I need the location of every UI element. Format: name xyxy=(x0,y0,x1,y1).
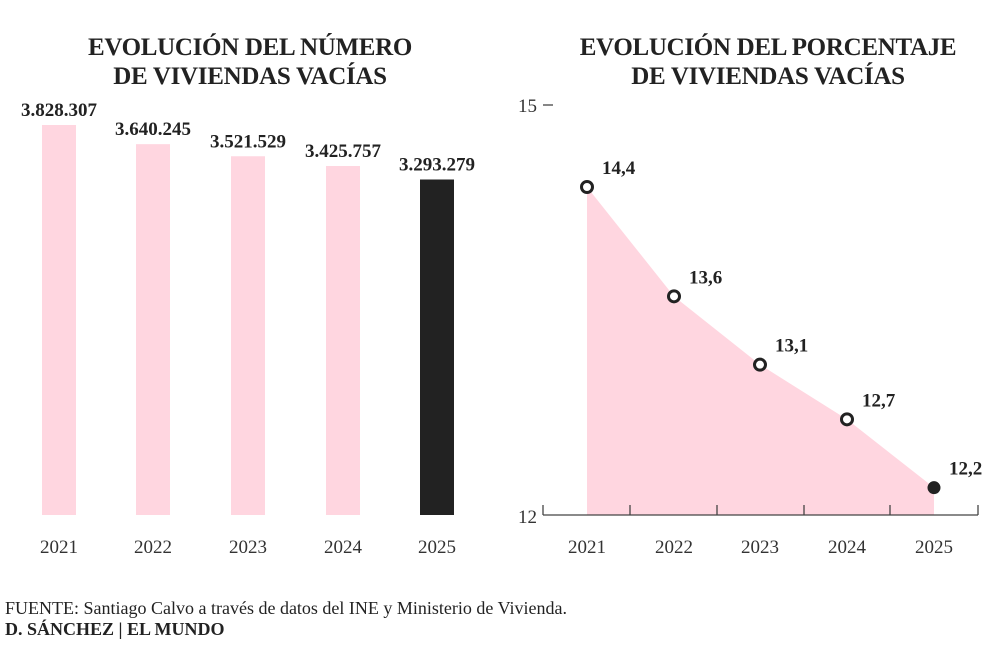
y-tick-label: 15 xyxy=(518,96,537,117)
bar-2023 xyxy=(231,156,265,515)
area-title-line-2: DE VIVIENDAS VACÍAS xyxy=(631,63,905,90)
area-chart-title: EVOLUCIÓN DEL PORCENTAJE DE VIVIENDAS VA… xyxy=(548,33,988,91)
area-x-tick-label: 2021 xyxy=(568,537,606,558)
bar-value-label: 3.828.307 xyxy=(21,100,98,121)
bar-x-tick-label: 2025 xyxy=(418,537,456,558)
bar-chart-title: EVOLUCIÓN DEL NÚMERO DE VIVIENDAS VACÍAS xyxy=(40,33,460,91)
bar-value-label: 3.293.279 xyxy=(399,155,475,176)
point-value-label: 12,7 xyxy=(862,390,896,411)
point-value-label: 14,4 xyxy=(602,158,636,179)
bar-x-tick-label: 2021 xyxy=(40,537,78,558)
point-value-label: 13,1 xyxy=(775,336,808,357)
point-value-label: 13,6 xyxy=(689,267,722,288)
bar-2021 xyxy=(42,125,76,515)
credit: D. SÁNCHEZ | EL MUNDO xyxy=(5,619,225,639)
bar-2025 xyxy=(420,179,454,515)
bar-x-tick-label: 2022 xyxy=(134,537,172,558)
data-point-2022 xyxy=(667,289,681,304)
source-note: FUENTE: Santiago Calvo a través de datos… xyxy=(5,598,567,618)
data-point-2025 xyxy=(927,481,941,495)
bar-value-label: 3.425.757 xyxy=(305,141,382,162)
y-tick-label: 12 xyxy=(518,507,537,528)
bar-value-label: 3.521.529 xyxy=(210,131,286,152)
bar-title-line-1: EVOLUCIÓN DEL NÚMERO xyxy=(87,34,413,61)
bar-2024 xyxy=(326,166,360,516)
area-x-tick-label: 2024 xyxy=(828,537,867,558)
data-point-2023 xyxy=(753,357,767,372)
area-x-tick-label: 2022 xyxy=(655,537,693,558)
data-point-2021 xyxy=(580,180,594,194)
data-point-2024 xyxy=(840,412,854,427)
bar-x-tick-label: 2023 xyxy=(229,537,267,558)
point-value-label: 12,2 xyxy=(949,459,982,480)
area-fill xyxy=(587,187,934,515)
bar-title-line-2: DE VIVIENDAS VACÍAS xyxy=(113,63,387,90)
bar-x-tick-label: 2024 xyxy=(324,537,363,558)
area-x-tick-label: 2025 xyxy=(915,537,953,558)
bar-value-label: 3.640.245 xyxy=(115,119,191,140)
bar-2022 xyxy=(136,144,170,515)
area-title-line-1: EVOLUCIÓN DEL PORCENTAJE xyxy=(579,34,957,61)
area-x-tick-label: 2023 xyxy=(741,537,779,558)
